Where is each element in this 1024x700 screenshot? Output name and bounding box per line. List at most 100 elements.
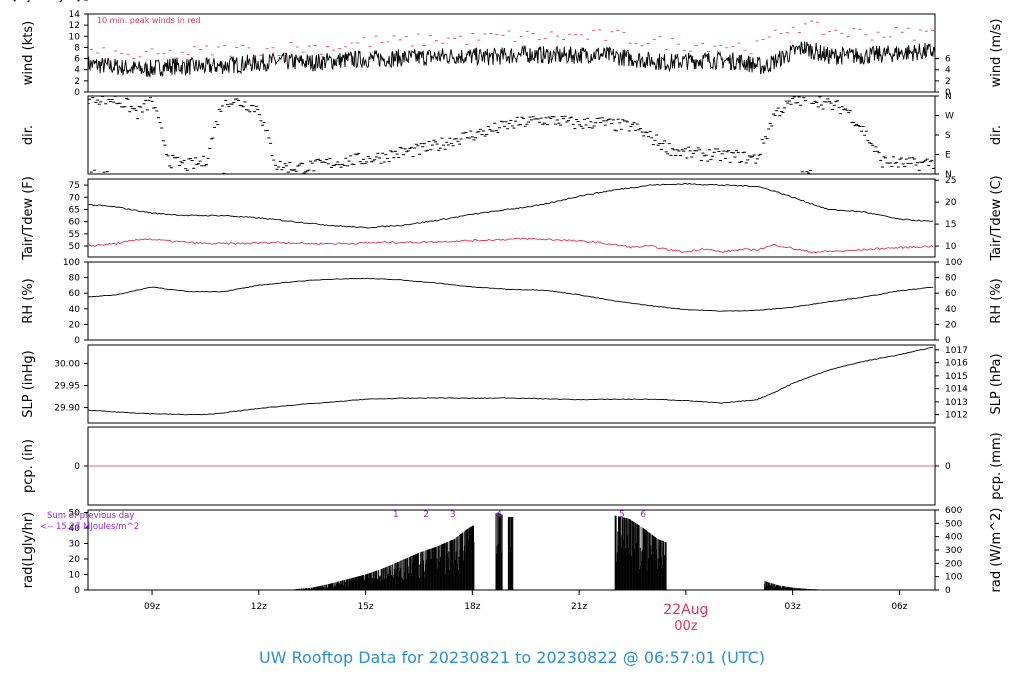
y-axis-label-right: rad (W/m^2) [989, 508, 1004, 593]
right-tick-label: N [945, 170, 952, 180]
rh-series-line [88, 277, 934, 312]
left-tick-label: 80 [69, 274, 81, 284]
left-tick-label: 30.00 [54, 360, 80, 370]
radiation-marker-5: 5 [619, 510, 625, 520]
right-tick-label: 0 [945, 586, 951, 596]
right-tick-label: N [945, 92, 952, 102]
y-axis-label-right: wind (m/s) [989, 19, 1004, 88]
right-tick-label: 400 [945, 533, 962, 543]
panel-frame [87, 95, 936, 175]
right-tick-label: 20 [945, 320, 957, 330]
right-tick-label: 60 [945, 289, 957, 299]
y-axis-label-left: wind (kts) [21, 21, 36, 85]
x-tick-label: 21z [571, 602, 587, 612]
right-tick-label: 1015 [945, 372, 968, 382]
left-tick-label: 29.95 [54, 382, 80, 392]
radiation-marker-3: 3 [450, 510, 456, 520]
left-tick-label: 0 [74, 462, 80, 472]
y-axis-label-right: pcp. (mm) [989, 432, 1004, 499]
left-tick-label: 29.90 [54, 404, 80, 414]
y-axis-label-left: pcp. (in) [21, 439, 36, 493]
left-tick-label: [object Object] [13, 0, 80, 3]
panel-dir: [object Object][object Object][object Ob… [13, 0, 1004, 180]
left-tick-label: [object Object] [13, 0, 80, 3]
wind-series-line [88, 41, 935, 79]
right-tick-label: W [945, 112, 954, 122]
x-tick-label: 06z [891, 602, 907, 612]
right-tick-label: 20 [945, 198, 957, 208]
y-axis-label-left: Tair/Tdew (F) [21, 176, 36, 261]
y-axis-label-left: SLP (inHg) [21, 350, 36, 418]
x-tick-label: 18z [464, 602, 480, 612]
right-tick-label: 0 [945, 88, 951, 98]
y-axis-label-left: rad(Lgly/hr) [21, 512, 36, 588]
left-tick-label: [object Object] [13, 0, 80, 3]
series-line-tair [88, 182, 934, 229]
radiation-marker-2: 2 [423, 510, 429, 520]
left-tick-label: 30 [69, 539, 81, 549]
series-line-tdew [88, 237, 934, 254]
right-tick-label: 80 [945, 274, 957, 284]
left-tick-label: 12 [69, 21, 80, 31]
left-tick-label: 100 [63, 258, 80, 268]
left-tick-label: 20 [69, 320, 81, 330]
panel-frame [87, 344, 936, 424]
right-tick-label: 100 [945, 258, 962, 268]
left-tick-label: [object Object] [13, 0, 80, 3]
plot-area-rad [88, 512, 935, 590]
right-tick-label: E [945, 151, 951, 161]
left-tick-label: 60 [69, 218, 81, 228]
left-tick-label: 65 [69, 205, 80, 215]
plot-area-wind [88, 20, 935, 79]
left-tick-label: 75 [69, 181, 80, 191]
left-tick-label: 0 [74, 586, 80, 596]
left-tick-label: 8 [74, 43, 80, 53]
panel-pcp: 0 0 pcp. (in) pcp. (mm) [21, 426, 1004, 506]
right-tick-label: 6 [945, 55, 951, 65]
right-tick-label: 10 [945, 242, 957, 252]
panel-rh: 0 20 40 60 80 100 0 20 40 60 80 100 RH (%) RH (%) [21, 258, 1004, 346]
x-tick-label: 15z [357, 602, 373, 612]
plot-area-slp [88, 346, 934, 416]
figure-title: UW Rooftop Data for 20230821 to 20230822… [258, 648, 766, 667]
right-tick-label: 25 [945, 176, 956, 186]
right-tick-label: 2 [945, 77, 951, 87]
left-tick-label: 2 [74, 77, 80, 87]
right-tick-label: 40 [945, 305, 957, 315]
y-axis-label-right: dir. [989, 125, 1004, 145]
right-tick-label: 1012 [945, 411, 968, 421]
x-date-sublabel: 00z [674, 619, 698, 634]
panel-rad: 010203040500100200300400500600rad(Lgly/h… [21, 506, 1004, 634]
left-tick-label: 0 [74, 336, 80, 346]
right-tick-label: 1017 [945, 346, 968, 356]
left-tick-label: 55 [69, 230, 80, 240]
radiation-marker-1: 1 [393, 510, 399, 520]
radiation-marker-6: 6 [640, 510, 646, 520]
left-tick-label: 40 [69, 524, 81, 534]
plot-area-rh [88, 277, 934, 312]
left-tick-label: 70 [69, 193, 81, 203]
right-tick-label: S [945, 131, 951, 141]
left-tick-label: 20 [69, 555, 81, 565]
left-tick-label: 60 [69, 289, 81, 299]
left-tick-label: 6 [74, 55, 80, 65]
left-tick-label: 50 [69, 242, 81, 252]
y-axis-label-right: RH (%) [989, 278, 1004, 323]
left-tick-label: 0 [74, 88, 80, 98]
y-axis-label-left: RH (%) [21, 278, 36, 323]
left-tick-label: 14 [69, 10, 81, 20]
x-date-label: 22Aug [663, 602, 708, 618]
radiation-sum-value: <-- 15.27 MJoules/m^2 [40, 522, 139, 532]
left-tick-label: 4 [74, 66, 80, 76]
plot-area-dir [88, 96, 935, 174]
right-tick-label: 0 [945, 336, 951, 346]
panel-frame [87, 178, 936, 258]
x-tick-label: 12z [251, 602, 267, 612]
panel-temp: 50 55 60 65 70 75 10 15 20 25 Tair/Tdew (F) Tair/Td… [21, 175, 1004, 261]
peak-wind-annotation: 10 min. peak winds in red [97, 16, 201, 25]
right-tick-label: 4 [945, 66, 951, 76]
panel-frame [87, 261, 936, 341]
right-tick-label: 500 [945, 519, 962, 529]
